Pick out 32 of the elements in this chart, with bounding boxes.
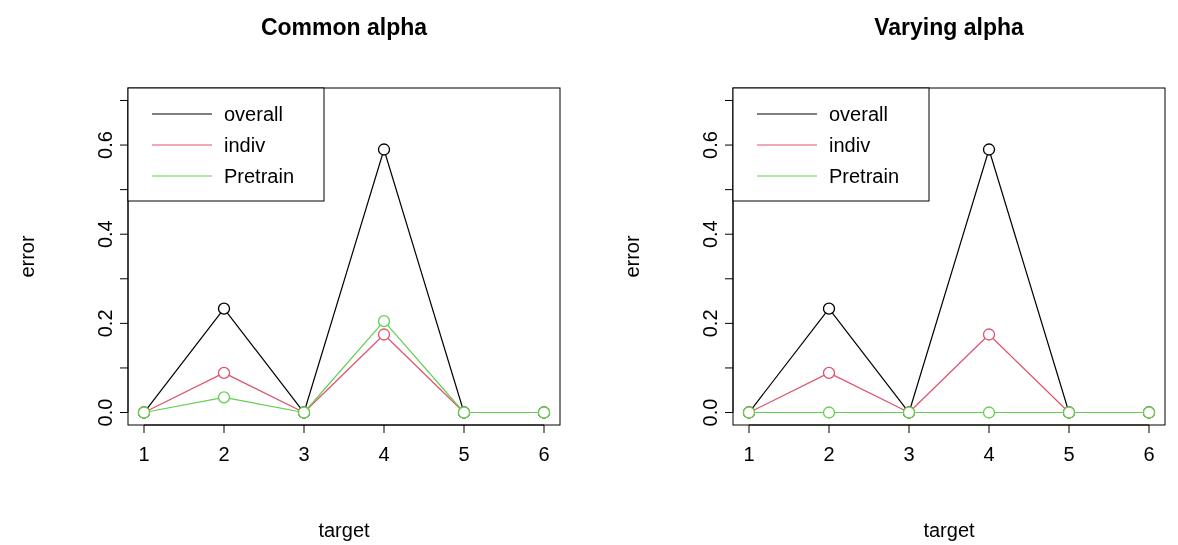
legend-label: indiv <box>224 134 266 156</box>
y-tick-label: 0.6 <box>699 131 721 159</box>
legend-label: indiv <box>829 134 871 156</box>
x-tick-label: 3 <box>903 443 915 465</box>
y-tick-label: 0.2 <box>699 309 721 338</box>
y-tick-label: 0.4 <box>94 220 116 249</box>
y-tick-label: 0.0 <box>699 398 721 427</box>
y-axis-title: error <box>621 235 643 278</box>
x-tick-label: 4 <box>378 443 390 465</box>
x-tick-label: 2 <box>218 443 230 465</box>
legend-label: overall <box>224 103 283 125</box>
y-axis-title: error <box>16 235 38 278</box>
x-axis-title: target <box>923 519 976 541</box>
x-tick-label: 2 <box>823 443 835 465</box>
legend-label: Pretrain <box>224 165 295 187</box>
legend-label: overall <box>829 103 888 125</box>
y-tick-label: 0.6 <box>94 131 116 159</box>
x-tick-label: 5 <box>458 443 470 465</box>
x-tick-label: 1 <box>138 443 150 465</box>
y-tick-label: 0.2 <box>94 309 116 338</box>
chart-title: Varying alpha <box>874 14 1024 40</box>
legend-label: Pretrain <box>829 165 900 187</box>
chart-title: Common alpha <box>260 14 428 40</box>
y-tick-label: 0.0 <box>94 398 116 427</box>
x-tick-label: 1 <box>743 443 755 465</box>
x-tick-label: 4 <box>983 443 995 465</box>
x-axis-title: target <box>318 519 371 541</box>
y-tick-label: 0.4 <box>699 220 721 249</box>
x-tick-label: 3 <box>298 443 310 465</box>
x-tick-label: 5 <box>1063 443 1075 465</box>
x-tick-label: 6 <box>1143 443 1155 465</box>
x-tick-label: 6 <box>538 443 550 465</box>
